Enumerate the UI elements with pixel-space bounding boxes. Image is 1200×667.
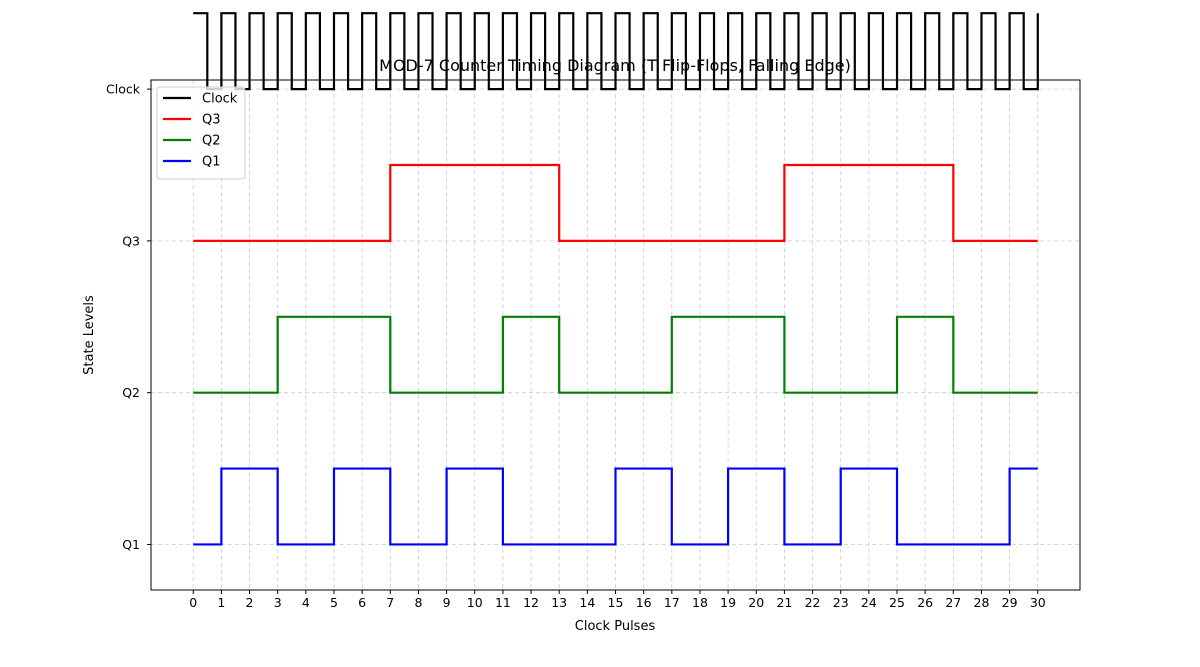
x-tick-label: 30 [1030, 595, 1046, 610]
x-tick-label: 21 [776, 595, 792, 610]
series-line-clock [193, 12, 1039, 91]
x-tick-label: 29 [1002, 595, 1018, 610]
legend-box [156, 86, 246, 180]
x-tick-label: 17 [664, 595, 680, 610]
legend-label-clock: Clock [202, 92, 238, 107]
series-layer [193, 12, 1039, 546]
x-tick-label: 25 [889, 595, 905, 610]
x-tick-label: 18 [692, 595, 708, 610]
y-tick-label-q2: Q2 [122, 385, 140, 400]
x-tick-label: 11 [495, 595, 511, 610]
y-axis-label: State Levels [82, 295, 97, 375]
x-axis-ticks: 0 1 2 3 4 5 6 7 8 9 10 11 12 13 14 15 16 17 18 19 20 21 22 23 24… [189, 590, 1046, 610]
x-tick-label: 13 [551, 595, 567, 610]
x-tick-label: 0 [189, 595, 197, 610]
x-tick-label: 5 [330, 595, 338, 610]
x-tick-label: 28 [974, 595, 990, 610]
x-tick-label: 10 [467, 595, 483, 610]
x-tick-label: 26 [917, 595, 933, 610]
x-tick-label: 24 [861, 595, 877, 610]
x-tick-label: 20 [748, 595, 764, 610]
y-tick-label-clock: Clock [106, 82, 141, 97]
legend: Clock Q3 Q2 Q1 [156, 86, 246, 180]
series-line-q1 [193, 467, 1038, 546]
x-tick-label: 8 [414, 595, 422, 610]
x-tick-label: 22 [805, 595, 821, 610]
x-tick-label: 7 [386, 595, 394, 610]
chart-title: MOD-7 Counter Timing Diagram (T Flip-Flo… [379, 56, 851, 75]
x-tick-label: 15 [608, 595, 624, 610]
x-tick-label: 4 [302, 595, 310, 610]
y-tick-label-q3: Q3 [122, 233, 140, 248]
x-tick-label: 16 [636, 595, 652, 610]
series-line-q3 [193, 163, 1038, 242]
x-tick-label: 2 [246, 595, 254, 610]
legend-label-q3: Q3 [202, 113, 221, 128]
legend-label-q1: Q1 [202, 155, 221, 170]
x-tick-label: 12 [523, 595, 539, 610]
x-axis-label: Clock Pulses [575, 619, 656, 634]
y-axis-ticks: Q1 Q2 Q3 Clock [106, 82, 151, 552]
x-tick-label: 14 [579, 595, 595, 610]
x-tick-label: 1 [217, 595, 225, 610]
x-tick-label: 23 [833, 595, 849, 610]
x-tick-label: 6 [358, 595, 366, 610]
x-tick-label: 19 [720, 595, 736, 610]
series-line-q2 [193, 315, 1038, 394]
x-tick-label: 9 [443, 595, 451, 610]
y-tick-label-q1: Q1 [122, 537, 140, 552]
x-tick-label: 27 [945, 595, 961, 610]
legend-label-q2: Q2 [202, 134, 221, 149]
x-tick-label: 3 [274, 595, 282, 610]
